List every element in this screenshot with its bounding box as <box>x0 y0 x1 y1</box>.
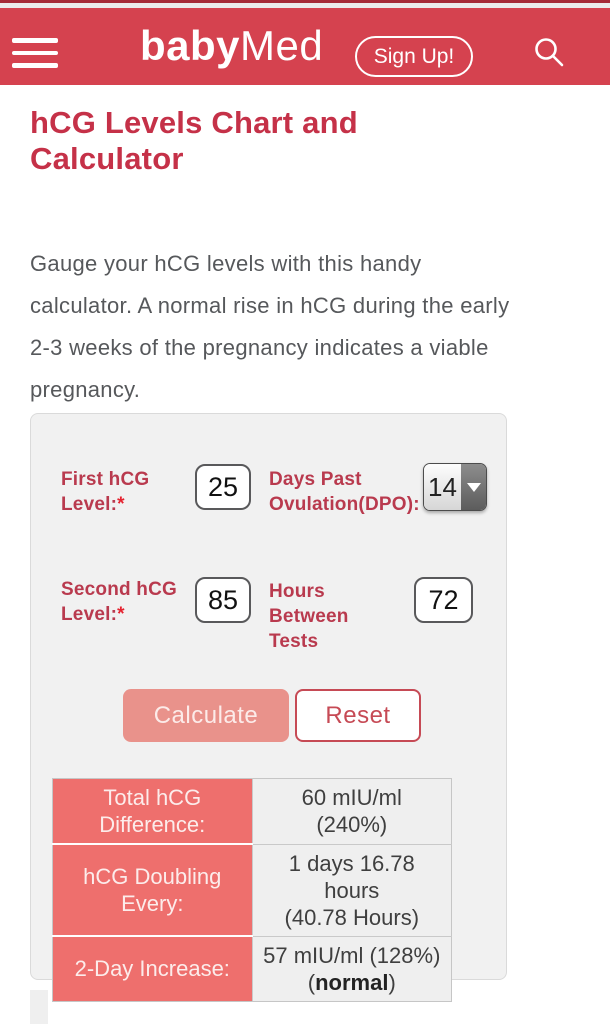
calculate-button[interactable]: Calculate <box>123 689 289 742</box>
normal-status-text: normal <box>315 969 389 995</box>
normal-paren-close: ) <box>388 969 396 995</box>
sign-up-button[interactable]: Sign Up! <box>355 36 473 77</box>
top-gap <box>0 3 610 8</box>
hamburger-menu-icon[interactable] <box>12 38 58 77</box>
result-value-line: 60 mIU/ml <box>301 785 402 811</box>
normal-paren-open: ( <box>307 969 316 995</box>
second-hcg-label-text: Second hCG Level: <box>61 579 178 625</box>
dpo-label: Days Past Ovulation(DPO): <box>269 469 420 515</box>
logo-med-text: Med <box>240 22 324 69</box>
dropdown-arrow-icon <box>461 464 486 510</box>
reset-button[interactable]: Reset <box>295 689 421 742</box>
page-title: hCG Levels Chart and Calculator <box>30 105 358 176</box>
required-asterisk: * <box>117 604 125 625</box>
result-label-doubling-time: hCG Doubling Every: <box>52 844 253 937</box>
required-asterisk: * <box>117 494 125 515</box>
table-row: 2-Day Increase: 57 mIU/ml (128%) (normal… <box>52 936 452 1001</box>
first-hcg-input[interactable] <box>195 464 251 510</box>
result-label-total-difference: Total hCG Difference: <box>52 778 253 845</box>
hours-between-label: Hours Between Tests <box>269 581 349 652</box>
logo-baby-text: baby <box>140 22 241 69</box>
first-hcg-label-text: First hCG Level: <box>61 469 150 515</box>
table-row: hCG Doubling Every: 1 days 16.78 hours (… <box>52 844 452 937</box>
result-value-total-difference: 60 mIU/ml (240%) <box>251 778 452 845</box>
results-table: Total hCG Difference: 60 mIU/ml (240%) h… <box>52 778 452 1002</box>
result-value-line: 57 mIU/ml (128%) <box>263 942 441 968</box>
table-row: Total hCG Difference: 60 mIU/ml (240%) <box>52 778 452 845</box>
result-value-doubling-time: 1 days 16.78 hours (40.78 Hours) <box>251 844 452 937</box>
result-value-line: (normal) <box>259 969 445 996</box>
second-hcg-input[interactable] <box>195 577 251 623</box>
result-value-line: (240%) <box>316 812 388 838</box>
hcg-calculator-panel: First hCG Level:* Days Past Ovulation(DP… <box>30 413 507 1002</box>
dpo-select[interactable]: 14 <box>423 463 487 511</box>
result-value-line: 1 days 16.78 hours <box>288 850 415 903</box>
top-accent-bar <box>0 0 610 3</box>
search-icon[interactable] <box>532 35 566 69</box>
first-hcg-label: First hCG Level:* <box>61 467 196 517</box>
intro-paragraph: Gauge your hCG levels with this handy ca… <box>30 251 510 402</box>
dpo-selected-value: 14 <box>424 464 461 510</box>
result-value-line: (40.78 Hours) <box>284 904 420 930</box>
result-value-two-day-increase: 57 mIU/ml (128%) (normal) <box>251 936 452 1001</box>
app-header: babyMed Sign Up! <box>0 8 610 85</box>
hours-between-input[interactable] <box>414 577 473 623</box>
result-label-two-day-increase: 2-Day Increase: <box>52 936 253 1001</box>
second-hcg-label: Second hCG Level:* <box>61 577 211 627</box>
babymed-logo[interactable]: babyMed <box>140 22 323 70</box>
